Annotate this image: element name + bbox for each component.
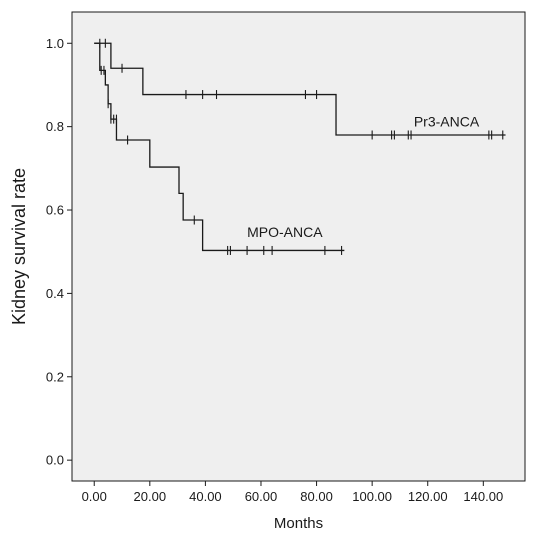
x-axis-title: Months — [274, 515, 323, 532]
x-tick-label: 20.00 — [134, 489, 167, 504]
x-axis: 0.00 20.00 40.00 60.00 80.00 100.00 120.00 140.… — [82, 481, 503, 504]
series-mpo-anca: MPO-ANCA — [94, 42, 345, 255]
x-tick-label: 60.00 — [245, 489, 278, 504]
y-tick-label: 0.4 — [46, 286, 64, 301]
series-pr3-anca: Pr3-ANCA — [94, 38, 506, 140]
y-tick-label: 0.2 — [46, 369, 64, 384]
y-tick-label: 1.0 — [46, 36, 64, 51]
y-axis: 0.0 0.2 0.4 0.6 0.8 1.0 — [46, 36, 72, 468]
y-tick-label: 0.0 — [46, 453, 64, 468]
x-tick-label: 100.00 — [352, 489, 392, 504]
y-tick-label: 0.6 — [46, 203, 64, 218]
x-tick-label: 140.00 — [463, 489, 503, 504]
x-tick-label: 80.00 — [300, 489, 333, 504]
series-line-pr3-anca — [94, 42, 506, 136]
series-layer: Pr3-ANCA MPO-ANCA — [94, 38, 506, 255]
x-tick-label: 0.00 — [82, 489, 107, 504]
plot-area — [71, 11, 526, 482]
y-axis-title: Kidney survival rate — [9, 168, 29, 325]
x-tick-label: 40.00 — [189, 489, 222, 504]
series-label-mpo-anca: MPO-ANCA — [247, 224, 323, 240]
y-tick-label: 0.8 — [46, 119, 64, 134]
x-tick-label: 120.00 — [408, 489, 448, 504]
series-line-mpo-anca — [94, 42, 345, 252]
series-label-pr3-anca: Pr3-ANCA — [414, 114, 480, 130]
